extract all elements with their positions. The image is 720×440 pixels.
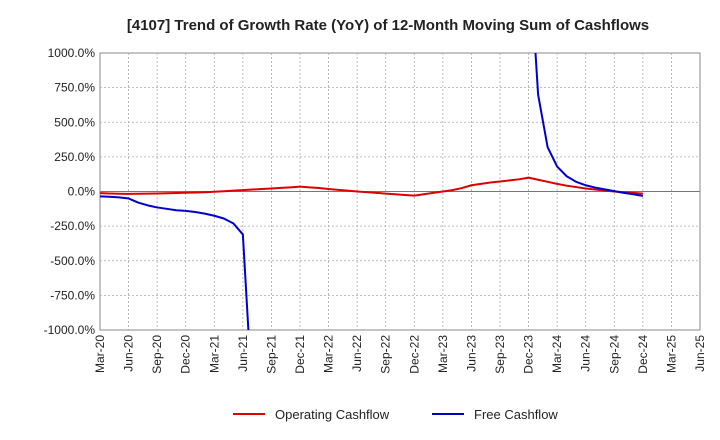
x-tick-label: Jun-23 — [464, 335, 478, 372]
x-tick-label: Mar-23 — [436, 335, 450, 373]
x-tick-label: Jun-25 — [693, 335, 707, 372]
x-tick-label: Jun-22 — [350, 335, 364, 372]
x-tick-label: Jun-24 — [579, 335, 593, 372]
series-line-free-cashflow — [100, 53, 644, 330]
x-tick-label: Dec-21 — [293, 335, 307, 374]
x-tick-label: Sep-20 — [150, 335, 164, 374]
y-tick-label: -500.0% — [50, 254, 95, 268]
legend-label-free-cashflow: Free Cashflow — [474, 407, 558, 422]
x-tick-label: Mar-25 — [664, 335, 678, 373]
series-group — [100, 53, 644, 330]
y-tick-label: 250.0% — [54, 150, 95, 164]
y-tick-label: 750.0% — [54, 81, 95, 95]
y-tick-label: 0.0% — [68, 185, 96, 199]
legend-label-operating-cashflow: Operating Cashflow — [275, 407, 390, 422]
y-tick-label: 1000.0% — [48, 46, 96, 60]
grid — [100, 53, 700, 330]
x-tick-label: Mar-21 — [207, 335, 221, 373]
x-axis-ticks: Mar-20 Jun-20 Sep-20 Dec-20 Mar-21 Jun-21 Sep-… — [93, 335, 707, 374]
x-tick-label: Dec-23 — [522, 335, 536, 374]
x-tick-label: Jun-21 — [236, 335, 250, 372]
x-tick-label: Mar-24 — [550, 335, 564, 373]
legend: Operating Cashflow Free Cashflow — [233, 407, 558, 422]
x-tick-label: Dec-24 — [636, 335, 650, 374]
x-tick-label: Sep-21 — [264, 335, 278, 374]
y-tick-label: -750.0% — [50, 288, 95, 302]
y-axis-ticks: 1000.0% 750.0% 500.0% 250.0% 0.0% -250.0% -500… — [44, 46, 96, 337]
x-tick-label: Jun-20 — [122, 335, 136, 372]
y-tick-label: -250.0% — [50, 219, 95, 233]
x-tick-label: Sep-23 — [493, 335, 507, 374]
chart-title: [4107] Trend of Growth Rate (YoY) of 12-… — [127, 17, 649, 34]
x-tick-label: Dec-20 — [179, 335, 193, 374]
x-tick-label: Mar-20 — [93, 335, 107, 373]
x-tick-label: Dec-22 — [407, 335, 421, 374]
series-line-operating-cashflow — [100, 176, 643, 197]
x-tick-label: Mar-22 — [322, 335, 336, 373]
y-tick-label: 500.0% — [54, 115, 95, 129]
x-tick-label: Sep-22 — [379, 335, 393, 374]
y-tick-label: -1000.0% — [44, 323, 96, 337]
x-tick-label: Sep-24 — [607, 335, 621, 374]
